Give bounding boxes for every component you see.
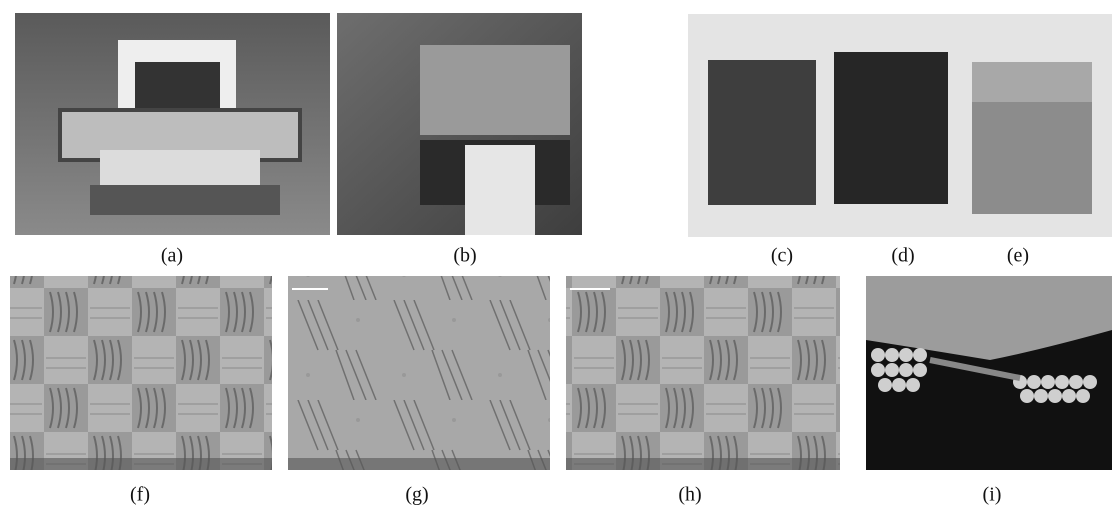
sem-bar xyxy=(10,458,272,470)
photo-detail xyxy=(420,45,570,135)
photo-detail xyxy=(465,145,535,235)
sem-g xyxy=(288,276,550,470)
photo-detail xyxy=(972,62,1092,102)
panel-label: (e) xyxy=(1007,245,1029,267)
photo-detail xyxy=(90,185,280,215)
sem-f xyxy=(10,276,272,470)
photo-sample-c xyxy=(708,60,816,205)
photo-sample-d xyxy=(834,52,948,204)
panel-label: (a) xyxy=(161,245,183,267)
photo-detail xyxy=(100,150,260,190)
figure: (a) (b) (c) (d) (e) (f) (g) (h) (i) xyxy=(0,0,1113,508)
panel-label: (f) xyxy=(130,484,150,506)
panel-label: (c) xyxy=(771,245,793,267)
panel-label: (h) xyxy=(678,484,701,506)
sem-bar xyxy=(566,458,840,470)
sem-bar xyxy=(288,458,550,470)
sem-h xyxy=(566,276,840,470)
panel-label: (i) xyxy=(983,484,1002,506)
panel-label: (b) xyxy=(453,245,476,267)
panel-label: (d) xyxy=(891,245,914,267)
panel-label: (g) xyxy=(405,484,428,506)
photo-detail xyxy=(135,62,220,112)
